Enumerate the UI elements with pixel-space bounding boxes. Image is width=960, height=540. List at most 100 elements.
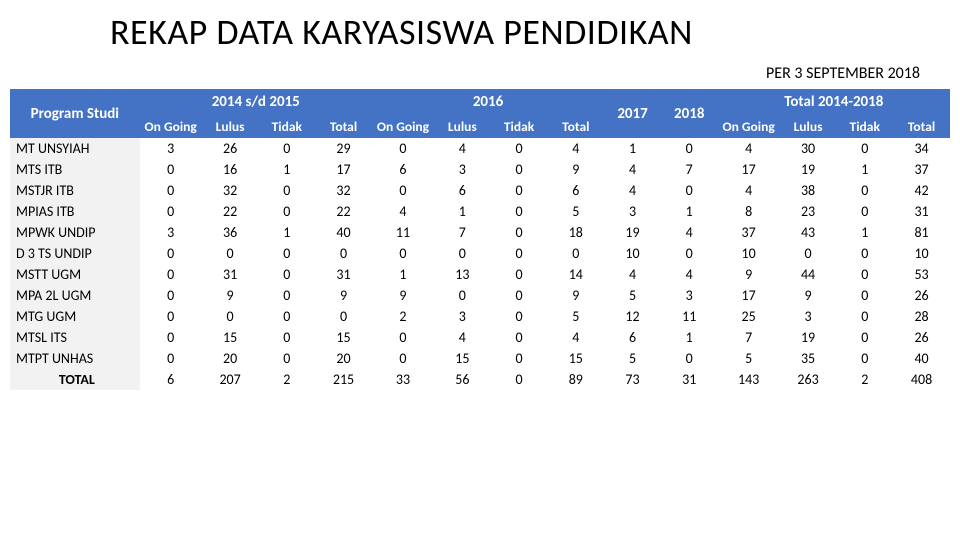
cell-value: 0	[491, 138, 548, 159]
header-group-row: Program Studi 2014 s/d 2015 2016 2017 20…	[10, 89, 950, 115]
cell-value: 0	[836, 327, 893, 348]
cell-value: 0	[202, 306, 259, 327]
sub-total: Total	[315, 115, 372, 138]
table-row-total: TOTAL62072215335608973311432632408	[10, 369, 950, 390]
cell-value: 0	[836, 243, 893, 264]
cell-value: 0	[258, 180, 315, 201]
cell-program: D 3 TS UNDIP	[10, 243, 140, 264]
cell-value: 6	[604, 327, 661, 348]
sub-on-going: On Going	[140, 115, 202, 138]
cell-value: 0	[780, 243, 837, 264]
cell-value: 0	[140, 285, 202, 306]
cell-value: 1	[258, 159, 315, 180]
cell-value: 1	[372, 264, 434, 285]
cell-value: 0	[372, 180, 434, 201]
table-row: MT UNSYIAH326029040410430034	[10, 138, 950, 159]
cell-value: 0	[491, 222, 548, 243]
cell-value: 14	[547, 264, 604, 285]
table-row: D 3 TS UNDIP00000000100100010	[10, 243, 950, 264]
cell-value: 1	[661, 327, 718, 348]
cell-value: 0	[836, 201, 893, 222]
cell-value: 36	[202, 222, 259, 243]
cell-value: 42	[893, 180, 950, 201]
cell-value: 7	[718, 327, 780, 348]
cell-value: 0	[491, 180, 548, 201]
cell-value: 34	[893, 138, 950, 159]
cell-program: MTG UGM	[10, 306, 140, 327]
page-title: REKAP DATA KARYASISWA PENDIDIKAN	[0, 0, 960, 58]
cell-value: 9	[372, 285, 434, 306]
cell-value: 40	[893, 348, 950, 369]
cell-value: 0	[140, 306, 202, 327]
cell-value: 0	[661, 348, 718, 369]
cell-value: 9	[547, 159, 604, 180]
cell-value: 11	[372, 222, 434, 243]
cell-value: 35	[780, 348, 837, 369]
cell-value: 37	[718, 222, 780, 243]
cell-value: 0	[315, 306, 372, 327]
cell-value: 7	[434, 222, 491, 243]
table-body: MT UNSYIAH326029040410430034MTS ITB01611…	[10, 138, 950, 390]
cell-value: 4	[372, 201, 434, 222]
cell-value: 0	[491, 369, 548, 390]
sub-lulus: Lulus	[202, 115, 259, 138]
cell-value: 17	[315, 159, 372, 180]
cell-value: 11	[661, 306, 718, 327]
cell-program: MSTT UGM	[10, 264, 140, 285]
cell-value: 0	[661, 138, 718, 159]
cell-value: 81	[893, 222, 950, 243]
col-2018: 2018	[661, 89, 718, 138]
table-row: MTSL ITS015015040461719026	[10, 327, 950, 348]
cell-value: 32	[315, 180, 372, 201]
col-group-total: Total 2014-2018	[718, 89, 950, 115]
cell-value: 1	[836, 222, 893, 243]
cell-value: 56	[434, 369, 491, 390]
cell-value: 0	[836, 180, 893, 201]
cell-value: 8	[718, 201, 780, 222]
cell-value: 0	[836, 264, 893, 285]
sub-lulus: Lulus	[434, 115, 491, 138]
cell-value: 0	[258, 348, 315, 369]
cell-value: 44	[780, 264, 837, 285]
cell-value: 6	[547, 180, 604, 201]
cell-program: MT UNSYIAH	[10, 138, 140, 159]
cell-value: 4	[604, 159, 661, 180]
cell-value: 15	[202, 327, 259, 348]
col-program: Program Studi	[10, 89, 140, 138]
sub-on-going: On Going	[372, 115, 434, 138]
cell-value: 22	[202, 201, 259, 222]
cell-value: 0	[434, 243, 491, 264]
cell-value: 31	[202, 264, 259, 285]
cell-value: 37	[893, 159, 950, 180]
cell-program: MTPT UNHAS	[10, 348, 140, 369]
cell-value: 4	[718, 180, 780, 201]
cell-value: 4	[718, 138, 780, 159]
cell-value: 0	[491, 201, 548, 222]
cell-value: 1	[434, 201, 491, 222]
cell-value: 0	[372, 138, 434, 159]
cell-value: 53	[893, 264, 950, 285]
cell-value: 3	[780, 306, 837, 327]
cell-value: 15	[315, 327, 372, 348]
cell-value: 0	[491, 264, 548, 285]
cell-value: 0	[258, 306, 315, 327]
cell-value: 263	[780, 369, 837, 390]
cell-value: 4	[661, 264, 718, 285]
page-subtitle: PER 3 SEPTEMBER 2018	[0, 58, 960, 89]
cell-value: 31	[661, 369, 718, 390]
cell-program: MPWK UNDIP	[10, 222, 140, 243]
cell-program: MPIAS ITB	[10, 201, 140, 222]
table-row: MTPT UNHAS02002001501550535040	[10, 348, 950, 369]
cell-value: 15	[547, 348, 604, 369]
cell-value: 3	[434, 306, 491, 327]
sub-on-going: On Going	[718, 115, 780, 138]
cell-value: 0	[372, 327, 434, 348]
cell-value: 0	[836, 348, 893, 369]
cell-value: 22	[315, 201, 372, 222]
cell-value: 32	[202, 180, 259, 201]
cell-value: 5	[718, 348, 780, 369]
col-group-2014: 2014 s/d 2015	[140, 89, 372, 115]
cell-value: 3	[661, 285, 718, 306]
cell-value: 31	[315, 264, 372, 285]
cell-value: 26	[893, 327, 950, 348]
